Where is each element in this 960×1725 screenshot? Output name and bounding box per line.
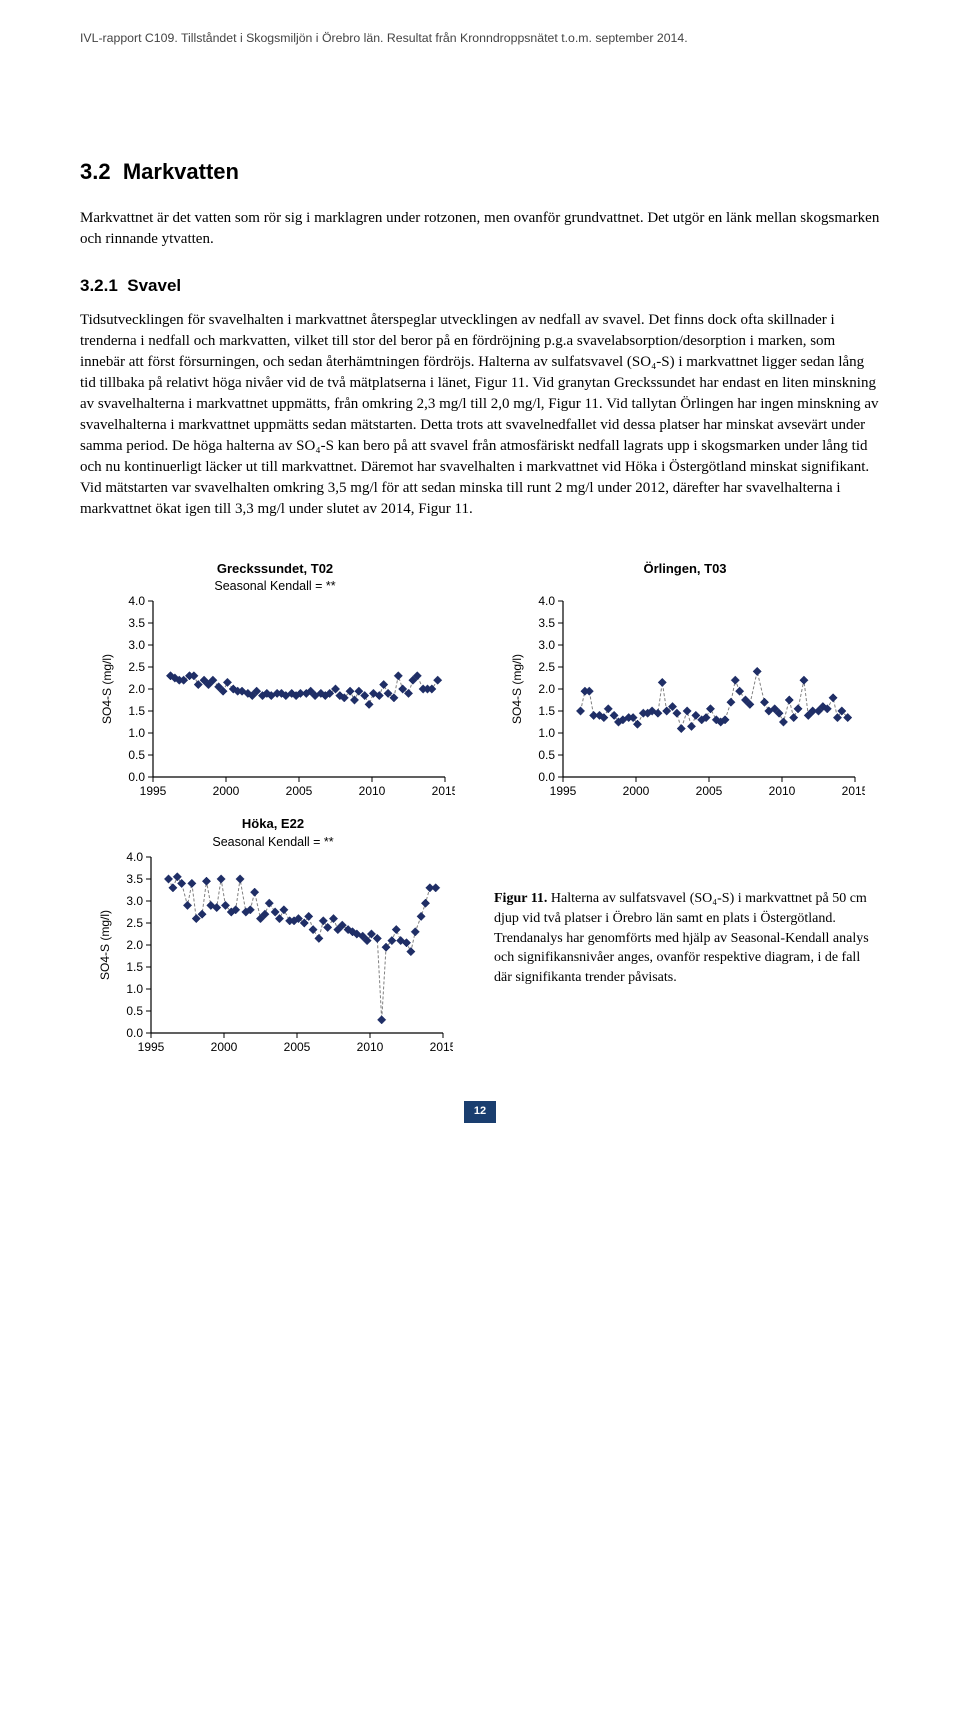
svg-text:0.5: 0.5: [538, 748, 555, 762]
svg-text:2015: 2015: [842, 784, 865, 798]
svg-text:2010: 2010: [359, 784, 386, 798]
svg-text:2015: 2015: [432, 784, 455, 798]
chart-title: Höka, E22: [242, 815, 304, 833]
svg-text:3.0: 3.0: [126, 894, 143, 908]
svg-text:2005: 2005: [284, 1040, 311, 1054]
figure-caption: Figur 11. Halterna av sulfatsvavel (SO₄-…: [494, 889, 880, 987]
chart-hoka: 0.0 0.5 1.0 1.5 2.0 2.5 3.0 3.5 4.0 1995 2000 2005 2…: [93, 851, 453, 1061]
svg-text:1.5: 1.5: [126, 960, 143, 974]
chart-title: Örlingen, T03: [643, 560, 726, 578]
svg-text:2000: 2000: [623, 784, 650, 798]
svg-text:4.0: 4.0: [538, 595, 555, 608]
page-number: 12: [80, 1101, 880, 1122]
chart-greckssundet: 0.0 0.5 1.0 1.5 2.0 2.5 3.0 3.5 4.0 1995 2000 2005 2…: [95, 595, 455, 805]
svg-text:2005: 2005: [286, 784, 313, 798]
svg-text:0.0: 0.0: [538, 770, 555, 784]
figure-caption-text: Halterna av sulfatsvavel (SO₄-S) i markv…: [494, 891, 869, 984]
section-title: Markvatten: [123, 159, 239, 184]
section-intro: Markvattnet är det vatten som rör sig i …: [80, 208, 880, 250]
section-heading: 3.2 Markvatten: [80, 157, 880, 188]
svg-text:2000: 2000: [211, 1040, 238, 1054]
svg-text:2010: 2010: [769, 784, 796, 798]
svg-text:0.0: 0.0: [126, 1026, 143, 1040]
charts-row-2: Höka, E22 Seasonal Kendall = ** 0.0 0.5 1.…: [80, 815, 880, 1061]
svg-text:1995: 1995: [550, 784, 577, 798]
svg-text:3.5: 3.5: [126, 872, 143, 886]
svg-text:1.5: 1.5: [128, 704, 145, 718]
subsection-title: Svavel: [127, 276, 181, 295]
svg-text:1995: 1995: [140, 784, 167, 798]
svg-text:3.0: 3.0: [538, 638, 555, 652]
chart-title: Greckssundet, T02: [217, 560, 333, 578]
svg-text:4.0: 4.0: [126, 851, 143, 864]
svg-text:0.5: 0.5: [126, 1004, 143, 1018]
chart-greckssundet-cell: Greckssundet, T02 Seasonal Kendall = ** …: [80, 560, 470, 806]
svg-text:1.5: 1.5: [538, 704, 555, 718]
svg-text:2.5: 2.5: [126, 916, 143, 930]
svg-text:3.5: 3.5: [128, 616, 145, 630]
chart-subtitle: Seasonal Kendall = **: [212, 834, 333, 852]
svg-text:2.5: 2.5: [538, 660, 555, 674]
svg-text:2010: 2010: [357, 1040, 384, 1054]
report-header: IVL-rapport C109. Tillståndet i Skogsmil…: [80, 30, 880, 47]
svg-text:2.5: 2.5: [128, 660, 145, 674]
chart-subtitle: [683, 578, 686, 596]
svg-text:2015: 2015: [430, 1040, 453, 1054]
charts-row-1: Greckssundet, T02 Seasonal Kendall = ** …: [80, 560, 880, 806]
section-number: 3.2: [80, 159, 111, 184]
svg-text:0.0: 0.0: [128, 770, 145, 784]
svg-text:2.0: 2.0: [128, 682, 145, 696]
svg-text:1995: 1995: [138, 1040, 165, 1054]
svg-text:2.0: 2.0: [538, 682, 555, 696]
svg-text:3.5: 3.5: [538, 616, 555, 630]
svg-text:2.0: 2.0: [126, 938, 143, 952]
chart-hoka-cell: Höka, E22 Seasonal Kendall = ** 0.0 0.5 1.…: [80, 815, 466, 1061]
svg-text:SO4-S (mg/l): SO4-S (mg/l): [98, 910, 112, 980]
svg-text:4.0: 4.0: [128, 595, 145, 608]
svg-text:2005: 2005: [696, 784, 723, 798]
figure-caption-cell: Figur 11. Halterna av sulfatsvavel (SO₄-…: [486, 815, 880, 1061]
svg-text:1.0: 1.0: [128, 726, 145, 740]
subsection-heading: 3.2.1 Svavel: [80, 274, 880, 298]
chart-orlingen: 0.0 0.5 1.0 1.5 2.0 2.5 3.0 3.5 4.0 1995 2000 2005 2…: [505, 595, 865, 805]
svg-text:3.0: 3.0: [128, 638, 145, 652]
svg-text:1.0: 1.0: [538, 726, 555, 740]
svg-text:SO4-S (mg/l): SO4-S (mg/l): [510, 654, 524, 724]
subsection-number: 3.2.1: [80, 276, 118, 295]
svg-text:SO4-S (mg/l): SO4-S (mg/l): [100, 654, 114, 724]
subsection-body: Tidsutvecklingen för svavelhalten i mark…: [80, 310, 880, 520]
svg-text:1.0: 1.0: [126, 982, 143, 996]
figure-label: Figur 11.: [494, 891, 547, 906]
chart-subtitle: Seasonal Kendall = **: [214, 578, 335, 596]
svg-text:0.5: 0.5: [128, 748, 145, 762]
svg-text:2000: 2000: [213, 784, 240, 798]
chart-orlingen-cell: Örlingen, T03 0.0 0.5 1.0 1.5 2.0 2.5 3.0 3.5 4.…: [490, 560, 880, 806]
